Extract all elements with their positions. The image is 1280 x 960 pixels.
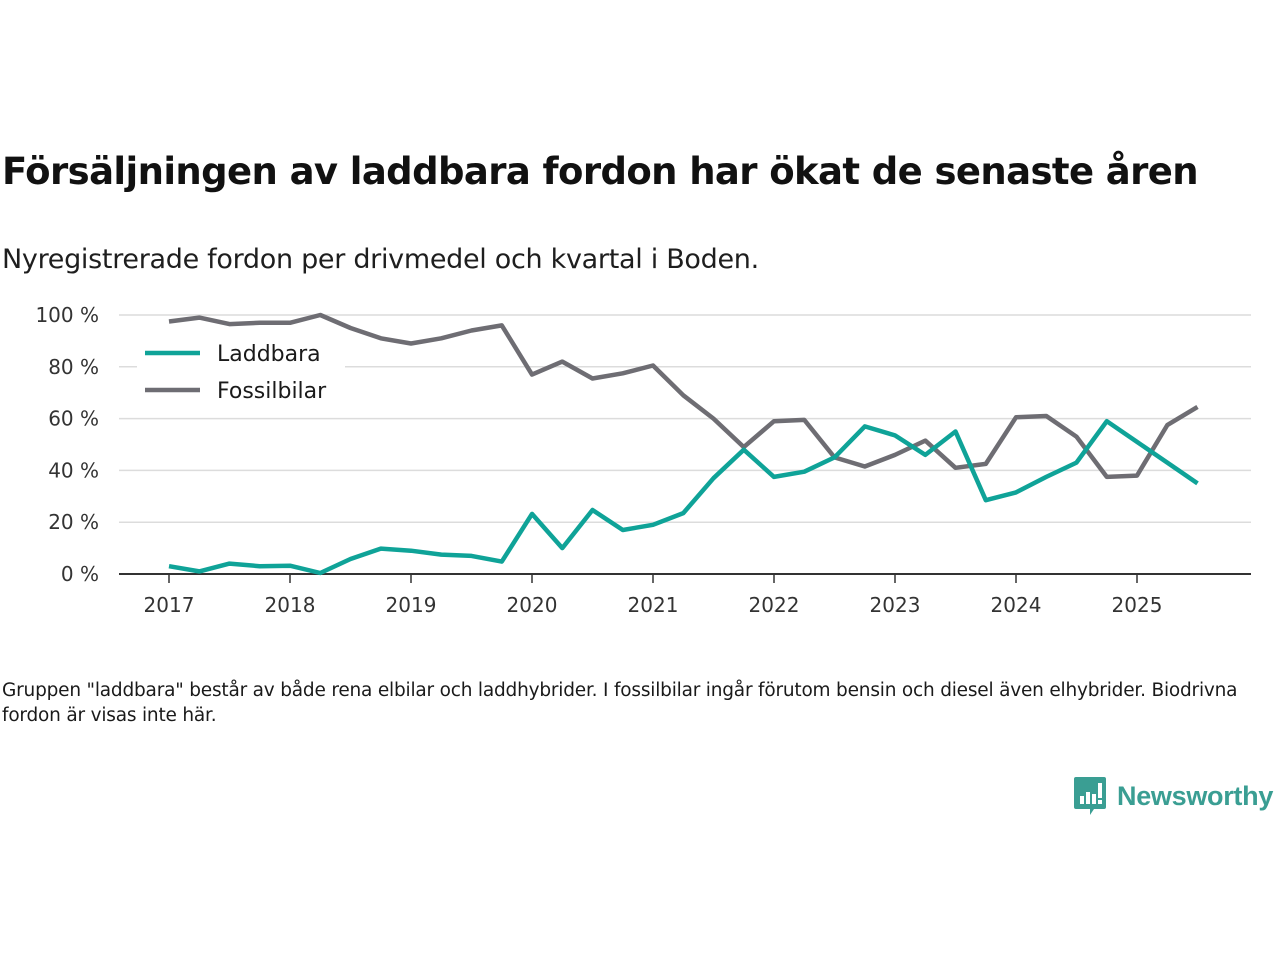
x-tick-label: 2019 [386,593,437,617]
footnote: Gruppen "laddbara" består av både rena e… [2,680,1238,726]
series-line-laddbara [168,418,1199,576]
x-tick-label: 2020 [507,593,558,617]
y-tick-label: 20 % [48,510,99,534]
x-tick-label: 2017 [144,593,195,617]
legend-label-laddbara: Laddbara [217,342,321,367]
x-tick-label: 2022 [749,593,800,617]
x-tick-label: 2024 [991,593,1042,617]
legend-background [137,333,345,411]
chart-title: Försäljningen av laddbara fordon har öka… [2,150,1199,193]
brand-logo: Newsworthy [1073,776,1273,816]
x-axis: 2017 2018 2019 2020 2021 2022 2023 2024 2025 [119,573,1251,617]
x-tick-label: 2021 [628,593,679,617]
x-tick-label: 2018 [265,593,316,617]
bar-chart-speech-bubble-icon [1074,777,1106,815]
brand-name: Newsworthy [1117,780,1274,811]
series-line-fossilbilar [168,312,1199,480]
y-tick-label: 0 % [61,562,99,586]
y-tick-label: 100 % [35,303,99,327]
y-tick-label: 60 % [48,407,99,431]
series-lines [168,312,1199,576]
chart-subtitle: Nyregistrerade fordon per drivmedel och … [2,244,759,275]
y-tick-label: 40 % [48,458,99,482]
y-tick-label: 80 % [48,355,99,379]
legend: Laddbara Fossilbilar [137,333,345,411]
x-tick-label: 2023 [870,593,921,617]
legend-label-fossilbilar: Fossilbilar [217,379,327,404]
x-tick-label: 2025 [1112,593,1163,617]
line-chart: 0 % 20 % 40 % 60 % 80 % 100 % 2017 2018 2019 202… [35,303,1251,617]
y-axis: 0 % 20 % 40 % 60 % 80 % 100 % [35,303,99,586]
